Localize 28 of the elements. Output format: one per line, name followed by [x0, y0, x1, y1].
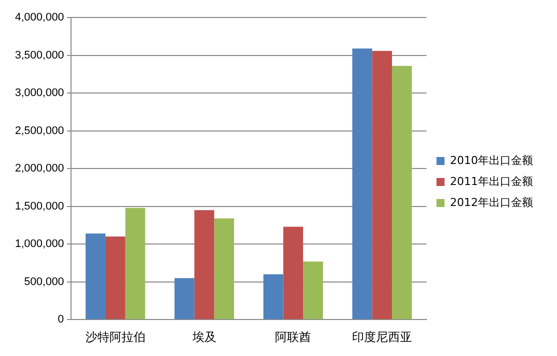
x-tick-label: 埃及 [191, 330, 216, 344]
bar [125, 208, 146, 320]
bar [214, 218, 234, 320]
x-tick-label: 沙特阿拉伯 [85, 330, 146, 344]
bar [174, 278, 194, 320]
y-tick-label: 3,000,000 [15, 87, 64, 100]
bar [283, 226, 304, 320]
y-tick-label: 0 [58, 314, 64, 326]
legend-label: 2010年出口金额 [450, 154, 534, 167]
y-tick-label: 2,500,000 [15, 124, 64, 137]
y-tick-label: 1,500,000 [15, 200, 64, 212]
bar [352, 48, 372, 320]
bar [263, 274, 284, 320]
y-tick-label: 3,500,000 [15, 49, 64, 62]
x-tick-label: 印度尼西亚 [352, 330, 412, 344]
y-tick-label: 4,000,000 [15, 12, 64, 24]
bar [105, 236, 126, 320]
bar [392, 66, 412, 320]
legend-label: 2012年出口金额 [450, 196, 534, 209]
bar [303, 261, 323, 320]
legend-label: 2011年出口金额 [450, 174, 534, 188]
bar [194, 210, 214, 320]
y-tick-label: 1,000,000 [15, 238, 64, 250]
bar [86, 234, 106, 320]
y-tick-label: 500,000 [24, 276, 64, 288]
y-tick-label: 2,000,000 [15, 162, 64, 175]
bar [372, 50, 392, 320]
x-tick-label: 阿联酋 [275, 330, 312, 344]
